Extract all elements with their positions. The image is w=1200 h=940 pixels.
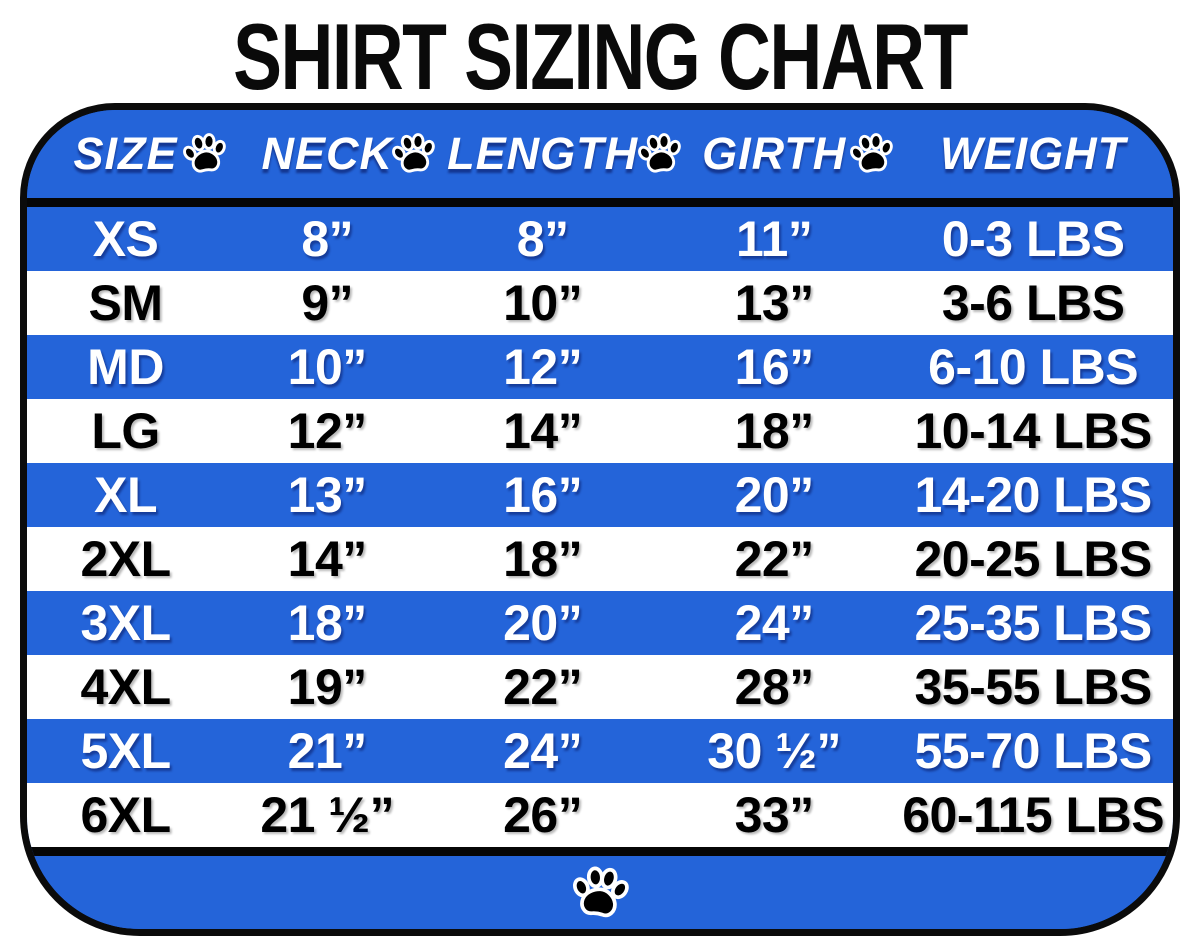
- cell-girth: 22”: [734, 531, 815, 587]
- cell-size: MD: [87, 339, 164, 395]
- cell-neck: 13”: [287, 467, 368, 523]
- cell-weight: 6-10 LBS: [928, 339, 1139, 395]
- paw-icon: [388, 128, 441, 181]
- cell-girth: 16”: [734, 339, 815, 395]
- cell-size: XS: [92, 211, 159, 267]
- column-header-weight: WEIGHT: [940, 128, 1127, 179]
- cell-weight: 55-70 LBS: [914, 723, 1153, 779]
- cell-girth: 24”: [734, 595, 815, 651]
- cell-girth: 20”: [734, 467, 815, 523]
- footer-divider-line: [27, 847, 1173, 856]
- cell-girth: 28”: [734, 659, 815, 715]
- table-row: SM 9” 10” 13” 3-6 LBS: [27, 271, 1173, 335]
- column-header-girth: GIRTH: [702, 128, 847, 179]
- cell-neck: 12”: [287, 403, 368, 459]
- table-header: SIZE NECK LENGTH GIRTH WEIGHT: [27, 110, 1173, 198]
- page-title: SHIRT SIZING CHART: [233, 4, 968, 109]
- cell-weight: 3-6 LBS: [941, 275, 1125, 331]
- cell-size: 4XL: [80, 659, 171, 715]
- cell-length: 8”: [516, 211, 569, 267]
- sizing-chart-panel: SIZE NECK LENGTH GIRTH WEIGHT XS 8” 8” 1…: [20, 103, 1180, 936]
- cell-size: 3XL: [80, 595, 171, 651]
- cell-weight: 60-115 LBS: [902, 787, 1165, 843]
- cell-length: 18”: [503, 531, 583, 587]
- table-row: XS 8” 8” 11” 0-3 LBS: [27, 207, 1173, 271]
- paw-icon: [178, 128, 231, 181]
- cell-length: 22”: [503, 659, 583, 715]
- table-row: 3XL 18” 20” 24” 25-35 LBS: [27, 591, 1173, 655]
- cell-weight: 0-3 LBS: [941, 211, 1125, 267]
- table-row: MD 10” 12” 16” 6-10 LBS: [27, 335, 1173, 399]
- table-row: 5XL 21” 24” 30 ½” 55-70 LBS: [27, 719, 1173, 783]
- cell-neck: 18”: [287, 595, 368, 651]
- cell-weight: 25-35 LBS: [914, 595, 1153, 651]
- column-header-length: LENGTH: [447, 128, 639, 179]
- cell-neck: 21”: [287, 723, 368, 779]
- cell-girth: 33”: [734, 787, 815, 843]
- cell-girth: 18”: [734, 403, 815, 459]
- paw-icon: [633, 128, 686, 181]
- cell-length: 14”: [503, 403, 583, 459]
- column-header-size: SIZE: [73, 128, 178, 179]
- cell-size: LG: [91, 403, 160, 459]
- cell-girth: 11”: [735, 211, 813, 267]
- cell-length: 16”: [503, 467, 583, 523]
- cell-weight: 35-55 LBS: [914, 659, 1153, 715]
- cell-size: 5XL: [80, 723, 171, 779]
- cell-weight: 20-25 LBS: [914, 531, 1153, 587]
- cell-size: 2XL: [80, 531, 171, 587]
- cell-neck: 10”: [287, 339, 368, 395]
- cell-neck: 9”: [301, 275, 354, 331]
- cell-length: 20”: [503, 595, 583, 651]
- header-divider-line: [27, 198, 1173, 207]
- cell-neck: 19”: [287, 659, 368, 715]
- table-row: LG 12” 14” 18” 10-14 LBS: [27, 399, 1173, 463]
- cell-length: 26”: [503, 787, 583, 843]
- table-row: 6XL 21 ½” 26” 33” 60-115 LBS: [27, 783, 1173, 847]
- cell-length: 12”: [503, 339, 583, 395]
- cell-length: 24”: [503, 723, 583, 779]
- cell-girth: 13”: [734, 275, 815, 331]
- cell-weight: 10-14 LBS: [914, 403, 1153, 459]
- table-row: 4XL 19” 22” 28” 35-55 LBS: [27, 655, 1173, 719]
- cell-size: SM: [88, 275, 164, 331]
- cell-neck: 14”: [287, 531, 368, 587]
- table-row: 2XL 14” 18” 22” 20-25 LBS: [27, 527, 1173, 591]
- cell-neck: 8”: [301, 211, 354, 267]
- cell-size: XL: [94, 467, 157, 523]
- cell-neck: 21 ½”: [260, 787, 395, 843]
- cell-weight: 14-20 LBS: [914, 467, 1153, 523]
- cell-size: 6XL: [80, 787, 171, 843]
- paw-icon: [565, 857, 635, 927]
- cell-girth: 30 ½”: [707, 723, 842, 779]
- paw-icon: [845, 128, 898, 181]
- column-header-neck: NECK: [261, 128, 393, 179]
- table-footer: [27, 856, 1173, 929]
- table-row: XL 13” 16” 20” 14-20 LBS: [27, 463, 1173, 527]
- cell-length: 10”: [503, 275, 583, 331]
